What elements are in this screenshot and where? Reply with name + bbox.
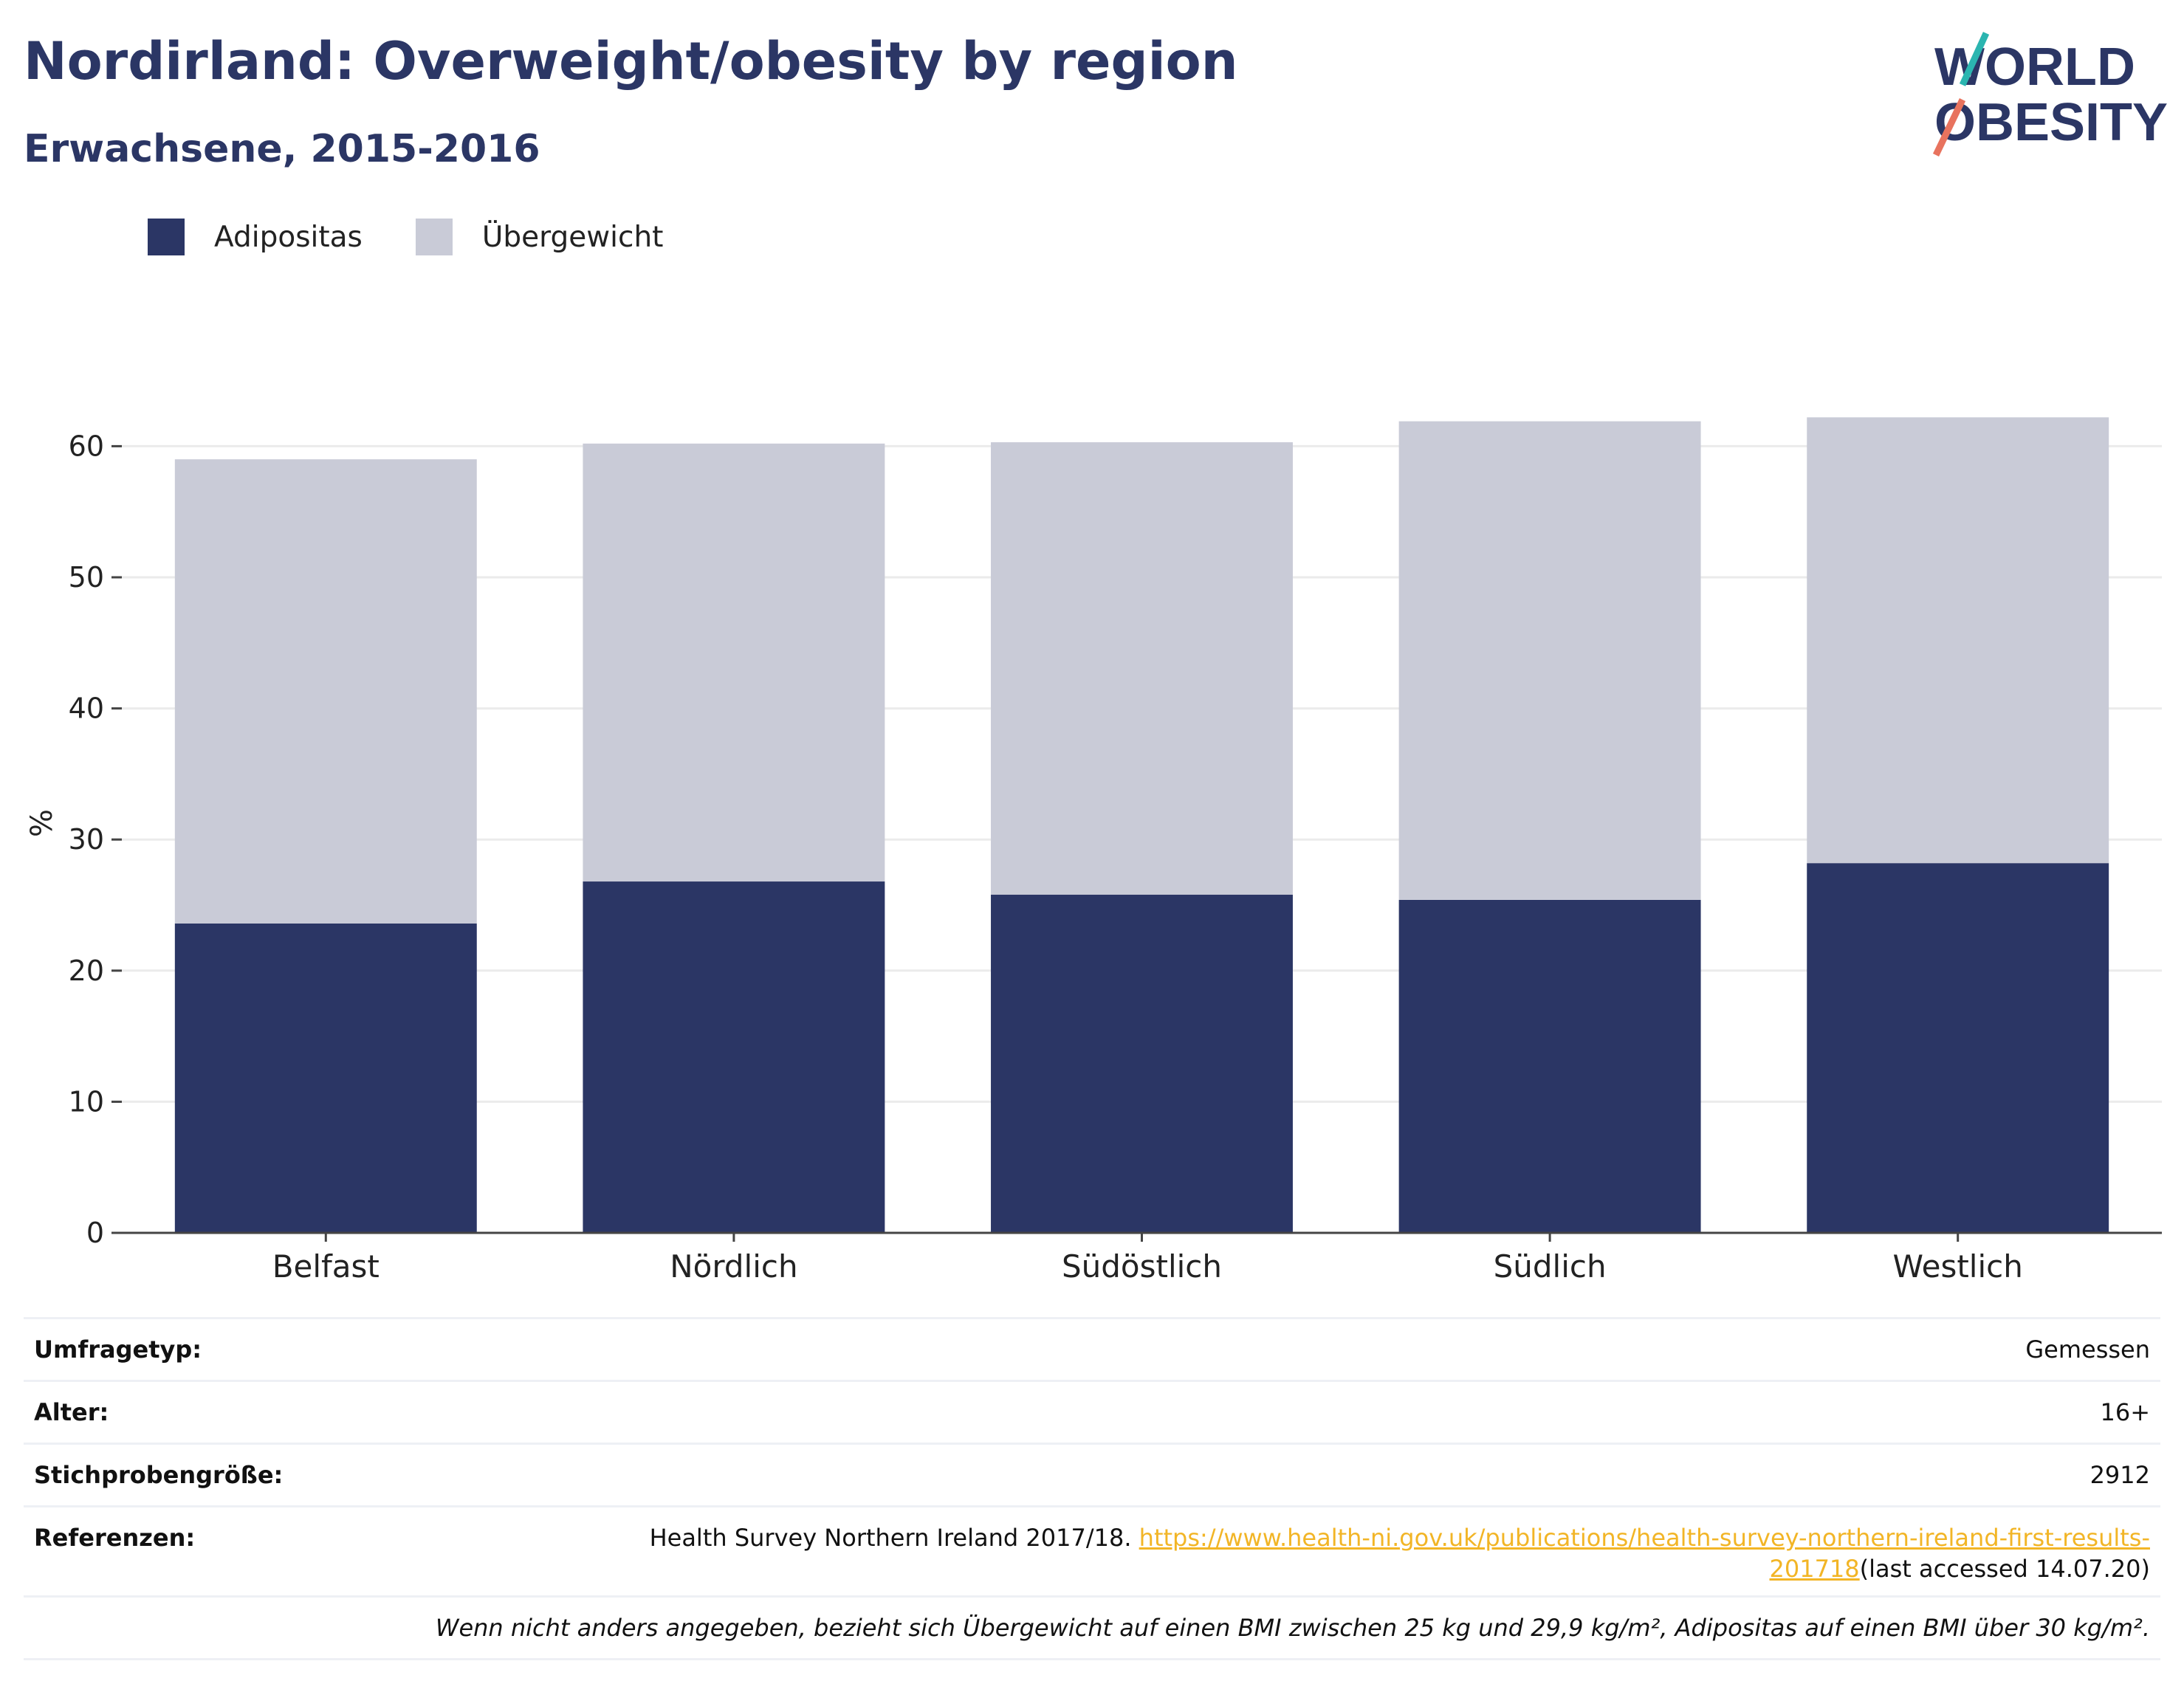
y-tick-label-60: 60 bbox=[69, 430, 104, 462]
references-suffix: (last accessed 14.07.20) bbox=[1859, 1555, 2150, 1583]
references-value: Health Survey Northern Ireland 2017/18. … bbox=[650, 1522, 2150, 1584]
survey-type-value: Gemessen bbox=[2025, 1335, 2150, 1364]
references-link[interactable]: https://www.health-ni.gov.uk/publication… bbox=[1139, 1524, 2150, 1583]
stacked-bar-chart: 0 10 20 30 40 50 60% Belfast Nördlich Südöstlich S… bbox=[25, 417, 2162, 1285]
info-table: Umfragetyp: Gemessen Alter: 16+ Stichpro… bbox=[24, 1317, 2160, 1660]
age-label: Alter: bbox=[34, 1398, 109, 1426]
bar-uebergewicht-0 bbox=[174, 459, 477, 924]
bar-uebergewicht-4 bbox=[1807, 417, 2109, 864]
bar-uebergewicht-2 bbox=[991, 442, 1293, 895]
logo-teal-slash bbox=[1959, 32, 1990, 86]
legend-swatch-adipositas bbox=[148, 219, 185, 255]
bar-adipositas-2 bbox=[991, 894, 1293, 1233]
y-tick-label-0: 0 bbox=[86, 1217, 104, 1249]
y-tick-label-50: 50 bbox=[69, 561, 104, 594]
definition-note: Wenn nicht anders angegeben, bezieht sic… bbox=[435, 1614, 2150, 1642]
bar-uebergewicht-1 bbox=[583, 443, 885, 882]
legend: Adipositas Übergewicht bbox=[148, 219, 716, 255]
legend-item-uebergewicht[interactable]: Übergewicht bbox=[415, 219, 664, 255]
legend-item-adipositas[interactable]: Adipositas bbox=[148, 219, 363, 255]
y-tick-label-20: 20 bbox=[69, 955, 104, 987]
x-tick-label-2: Südöstlich bbox=[1062, 1248, 1222, 1285]
info-row-references: Referenzen: Health Survey Northern Irela… bbox=[24, 1505, 2160, 1595]
references-text: Health Survey Northern Ireland 2017/18. bbox=[649, 1524, 1139, 1552]
y-tick-label-30: 30 bbox=[69, 823, 104, 856]
bar-uebergewicht-3 bbox=[1398, 421, 1701, 900]
x-tick-label-1: Nördlich bbox=[670, 1248, 797, 1285]
info-row-sample-size: Stichprobengröße: 2912 bbox=[24, 1443, 2160, 1505]
legend-swatch-uebergewicht bbox=[415, 219, 453, 255]
info-row-note: Wenn nicht anders angegeben, bezieht sic… bbox=[24, 1595, 2160, 1660]
chart-subtitle: Erwachsene, 2015-2016 bbox=[24, 127, 540, 171]
references-label: Referenzen: bbox=[34, 1524, 196, 1552]
age-value: 16+ bbox=[2100, 1398, 2150, 1426]
legend-label-adipositas: Adipositas bbox=[214, 220, 363, 254]
y-tick-label-40: 40 bbox=[69, 692, 104, 725]
bar-adipositas-3 bbox=[1398, 899, 1701, 1233]
x-tick-label-3: Südlich bbox=[1494, 1248, 1607, 1285]
info-row-survey-type: Umfragetyp: Gemessen bbox=[24, 1317, 2160, 1380]
y-tick-label-10: 10 bbox=[69, 1085, 104, 1118]
world-obesity-logo: WORLD OBESITY bbox=[1932, 32, 2168, 157]
chart-title: Nordirland: Overweight/obesity by region bbox=[24, 31, 1238, 92]
logo-coral-slash bbox=[1932, 98, 1966, 157]
sample-size-value: 2912 bbox=[2089, 1461, 2150, 1489]
survey-type-label: Umfragetyp: bbox=[34, 1335, 202, 1364]
y-axis-label: % bbox=[25, 809, 59, 837]
bar-adipositas-0 bbox=[174, 923, 477, 1233]
x-tick-label-4: Westlich bbox=[1893, 1248, 2023, 1285]
logo-line-2: OBESITY bbox=[1934, 93, 2168, 152]
info-row-age: Alter: 16+ bbox=[24, 1380, 2160, 1443]
bar-adipositas-1 bbox=[583, 881, 885, 1233]
legend-label-uebergewicht: Übergewicht bbox=[481, 220, 664, 254]
bar-adipositas-4 bbox=[1807, 863, 2109, 1233]
sample-size-label: Stichprobengröße: bbox=[34, 1461, 284, 1489]
x-tick-label-0: Belfast bbox=[272, 1248, 380, 1285]
